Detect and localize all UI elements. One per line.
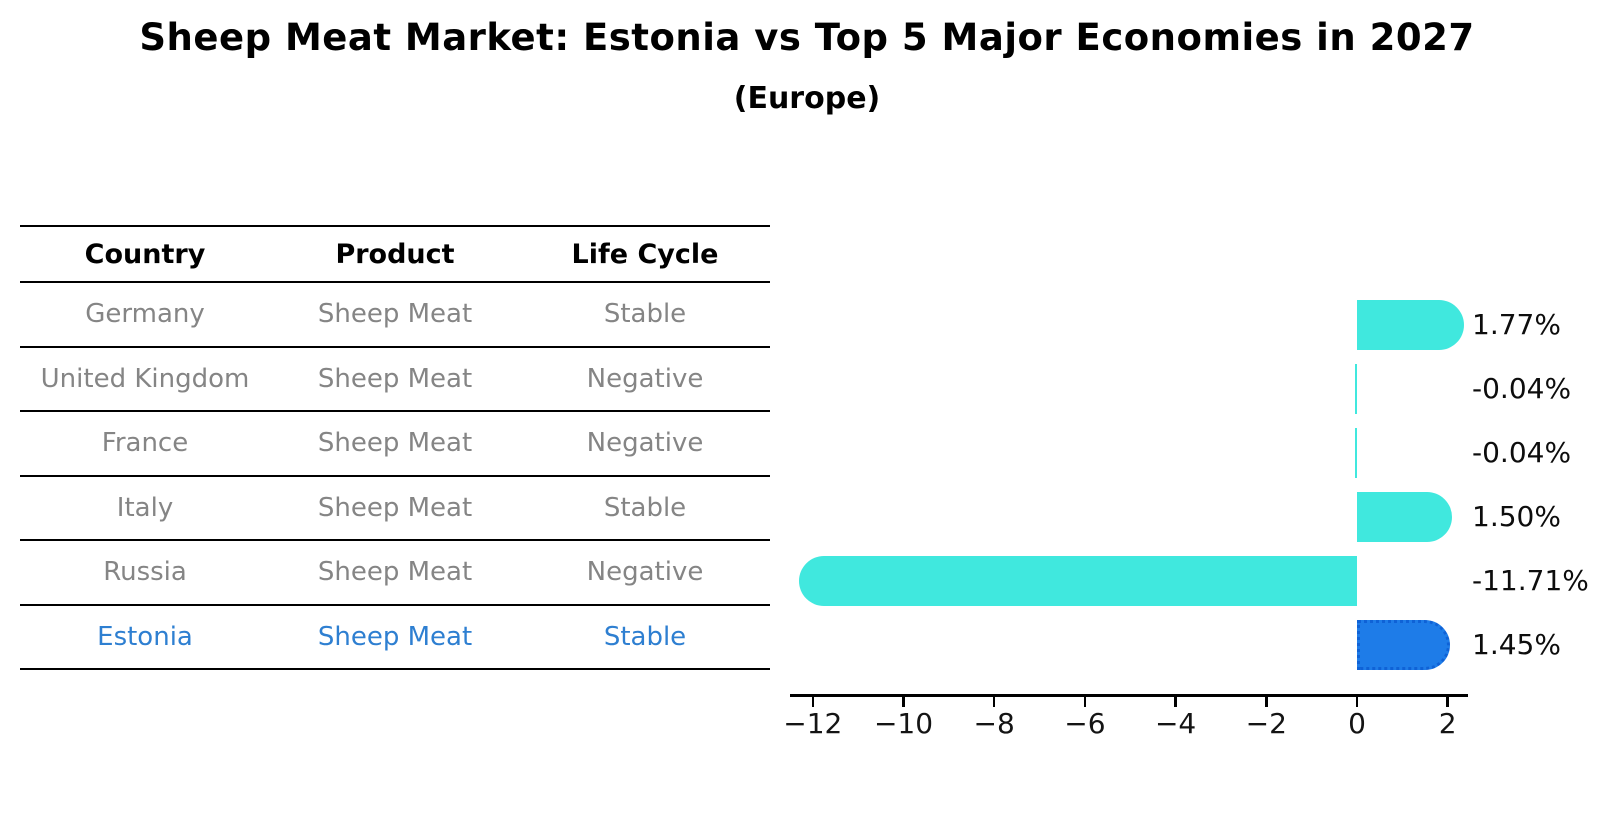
bar-russia (798, 556, 1357, 606)
x-tick (1265, 697, 1268, 707)
cell-product: Sheep Meat (317, 492, 473, 523)
bar-germany (1357, 300, 1465, 350)
cell-life-cycle: Stable (603, 621, 687, 652)
cell-life-cycle: Negative (586, 428, 704, 459)
x-tick (902, 697, 905, 707)
table-header-product: Product (335, 238, 455, 270)
cell-life-cycle: Stable (603, 299, 687, 330)
x-tick-label: −4 (1154, 707, 1197, 740)
value-label-italy: 1.50% (1472, 500, 1561, 533)
cell-country: Estonia (97, 621, 193, 652)
x-tick-label: −12 (783, 707, 843, 740)
value-label-russia: -11.71% (1472, 564, 1589, 597)
bar-united-kingdom (1354, 364, 1357, 414)
chart-subtitle: (Europe) (733, 81, 881, 116)
table-row-russia: Russia Sheep Meat Negative (20, 541, 770, 606)
cell-product: Sheep Meat (317, 363, 473, 394)
table-row-estonia: Estonia Sheep Meat Stable (20, 606, 770, 670)
x-tick (1355, 697, 1359, 707)
cell-country: Germany (85, 299, 205, 330)
cell-life-cycle: Stable (603, 492, 687, 523)
value-label-united-kingdom: -0.04% (1472, 372, 1572, 405)
cell-country: Italy (116, 492, 174, 523)
cell-country: Russia (103, 557, 187, 588)
table-row-france: France Sheep Meat Negative (20, 412, 770, 477)
x-tick-label: −8 (973, 707, 1015, 740)
x-tick (1174, 697, 1177, 707)
cell-product: Sheep Meat (317, 621, 473, 652)
table-row-united-kingdom: United Kingdom Sheep Meat Negative (20, 348, 770, 412)
cell-country: United Kingdom (40, 363, 250, 394)
cell-country: France (101, 428, 189, 459)
country-info-table: Country Product Life Cycle Germany Sheep Me… (20, 225, 770, 670)
table-header-life-cycle: Life Cycle (571, 238, 719, 270)
x-tick (811, 697, 815, 707)
table-row-germany: Germany Sheep Meat Stable (20, 283, 770, 348)
cell-life-cycle: Negative (586, 557, 704, 588)
cell-product: Sheep Meat (317, 557, 473, 588)
value-label-estonia: 1.45% (1472, 628, 1561, 661)
bar-italy (1357, 492, 1453, 542)
chart-title: Sheep Meat Market: Estonia vs Top 5 Majo… (139, 16, 1475, 59)
x-tick (1083, 697, 1087, 707)
table-header-row: Country Product Life Cycle (20, 225, 770, 283)
x-axis-line (790, 694, 1468, 697)
x-tick (1446, 697, 1449, 707)
x-tick-label: 2 (1438, 707, 1457, 740)
value-label-germany: 1.77% (1472, 308, 1561, 341)
cell-product: Sheep Meat (317, 428, 473, 459)
x-tick-label: −10 (873, 707, 934, 740)
table-row-italy: Italy Sheep Meat Stable (20, 477, 770, 541)
value-label-france: -0.04% (1472, 436, 1572, 469)
x-tick (992, 697, 996, 707)
x-tick-label: 0 (1348, 707, 1366, 740)
x-tick-label: −2 (1245, 707, 1287, 740)
table-header-country: Country (84, 238, 206, 270)
cell-product: Sheep Meat (317, 299, 473, 330)
x-tick-label: −6 (1064, 707, 1106, 740)
cell-life-cycle: Negative (586, 363, 704, 394)
table-body: Germany Sheep Meat Stable United Kingdom She… (20, 283, 770, 670)
bar-estonia (1357, 620, 1450, 670)
bar-france (1354, 428, 1357, 478)
